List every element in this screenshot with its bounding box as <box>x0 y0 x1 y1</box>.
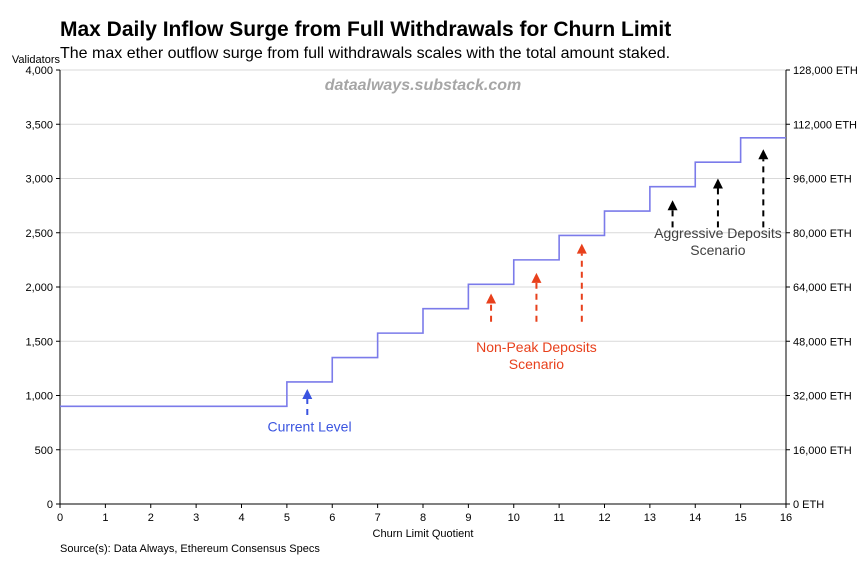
chart-title: Max Daily Inflow Surge from Full Withdra… <box>60 18 672 41</box>
x-tick-label: 5 <box>284 512 290 524</box>
x-tick-label: 4 <box>238 512 244 524</box>
x-tick-label: 1 <box>102 512 108 524</box>
y-tick-label: 2,000 <box>25 282 53 294</box>
annotation-label: Current Level <box>268 418 352 434</box>
x-tick-label: 13 <box>644 512 656 524</box>
y-tick-label: 3,500 <box>25 119 53 131</box>
step-line <box>60 137 786 408</box>
x-tick-label: 0 <box>57 512 63 524</box>
arrow-head <box>302 388 313 399</box>
x-axis-label: Churn Limit Quotient <box>373 528 474 540</box>
y2-tick-label: 112,000 ETH <box>793 119 857 131</box>
y2-tick-label: 32,000 ETH <box>793 391 852 403</box>
arrow-head <box>531 272 542 283</box>
arrow-head <box>667 200 678 211</box>
source-note: Source(s): Data Always, Ethereum Consens… <box>60 543 320 555</box>
y2-tick-label: 48,000 ETH <box>793 336 852 348</box>
x-tick-label: 9 <box>465 512 471 524</box>
chart-subtitle: The max ether outflow surge from full wi… <box>60 45 671 62</box>
annotation-label: Scenario <box>509 356 564 372</box>
y-axis-label: Validators <box>12 54 61 66</box>
annotation-label: Scenario <box>690 242 745 258</box>
x-tick-label: 7 <box>375 512 381 524</box>
watermark: dataalways.substack.com <box>325 77 522 94</box>
x-tick-label: 15 <box>735 512 747 524</box>
y-tick-label: 1,500 <box>25 336 53 348</box>
y2-tick-label: 0 ETH <box>793 499 824 511</box>
arrow-head <box>576 243 587 254</box>
x-tick-label: 10 <box>508 512 520 524</box>
x-tick-label: 12 <box>598 512 610 524</box>
x-tick-label: 2 <box>148 512 154 524</box>
y-tick-label: 3,000 <box>25 174 53 186</box>
x-tick-label: 16 <box>780 512 792 524</box>
y-tick-label: 1,000 <box>25 391 53 403</box>
y2-tick-label: 80,000 ETH <box>793 228 852 240</box>
y-tick-label: 0 <box>47 499 53 511</box>
y2-tick-label: 64,000 ETH <box>793 282 852 294</box>
arrow-head <box>486 293 497 304</box>
y2-tick-label: 96,000 ETH <box>793 174 852 186</box>
x-tick-label: 6 <box>329 512 335 524</box>
x-tick-label: 3 <box>193 512 199 524</box>
x-tick-label: 11 <box>553 512 564 524</box>
y-tick-label: 4,000 <box>25 65 53 77</box>
x-tick-label: 14 <box>689 512 701 524</box>
y2-tick-label: 16,000 ETH <box>793 445 852 457</box>
arrow-head <box>712 178 723 189</box>
arrow-head <box>758 149 769 160</box>
x-tick-label: 8 <box>420 512 426 524</box>
annotation-label: Non-Peak Deposits <box>476 339 597 355</box>
y-tick-label: 2,500 <box>25 228 53 240</box>
y2-tick-label: 128,000 ETH <box>793 65 858 77</box>
y-tick-label: 500 <box>35 445 53 457</box>
annotation-label: Aggressive Deposits <box>654 225 782 241</box>
